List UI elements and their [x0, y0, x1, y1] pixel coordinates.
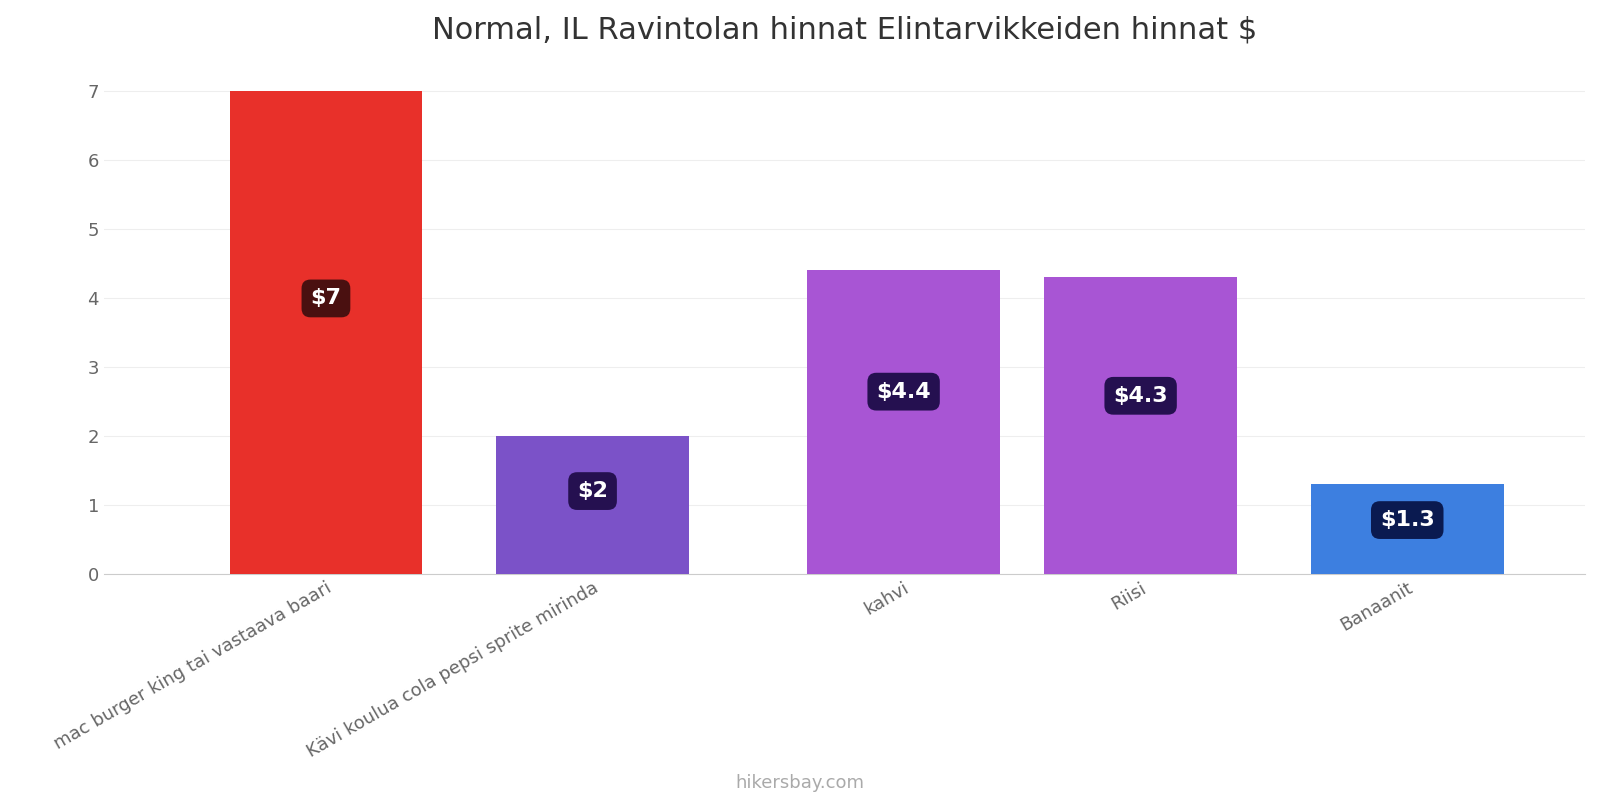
- Text: $4.4: $4.4: [877, 382, 931, 402]
- Text: hikersbay.com: hikersbay.com: [736, 774, 864, 792]
- Text: $2: $2: [578, 481, 608, 501]
- Bar: [230, 90, 422, 574]
- Bar: [808, 270, 1000, 574]
- Text: $1.3: $1.3: [1379, 510, 1435, 530]
- Bar: [1045, 277, 1237, 574]
- Bar: [1310, 484, 1504, 574]
- Bar: [496, 436, 690, 574]
- Title: Normal, IL Ravintolan hinnat Elintarvikkeiden hinnat $: Normal, IL Ravintolan hinnat Elintarvikk…: [432, 15, 1258, 44]
- Text: $7: $7: [310, 289, 341, 309]
- Text: $4.3: $4.3: [1114, 386, 1168, 406]
